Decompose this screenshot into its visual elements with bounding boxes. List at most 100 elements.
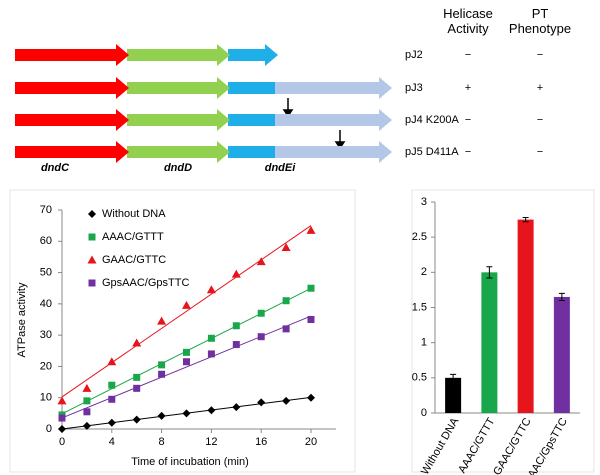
- gene-arrow: [127, 77, 230, 99]
- marker: [58, 425, 66, 433]
- panel-frame: [411, 189, 595, 473]
- x-tick-label: 20: [305, 436, 317, 448]
- marker: [157, 316, 167, 325]
- x-tick-label: 12: [205, 436, 217, 448]
- marker: [108, 395, 116, 403]
- marker: [281, 243, 291, 252]
- y-tick-label: 10: [40, 392, 52, 404]
- error-bar: [486, 266, 493, 279]
- y-tick-label: 0: [421, 407, 427, 419]
- construct-label: pJ5 D411A: [405, 146, 459, 158]
- marker: [133, 373, 141, 381]
- marker: [132, 415, 141, 424]
- marker: [107, 418, 116, 427]
- marker: [158, 361, 166, 369]
- y-tick-label: 50: [40, 266, 52, 278]
- marker: [158, 370, 166, 378]
- x-tick-label: Without DNA: [419, 415, 462, 475]
- marker: [232, 322, 240, 330]
- panel-frame: [9, 189, 356, 473]
- marker: [107, 357, 117, 366]
- marker: [108, 381, 116, 389]
- legend-marker: [87, 255, 97, 264]
- legend-marker: [88, 279, 96, 287]
- gene-arrow: [228, 44, 278, 66]
- marker: [307, 316, 315, 323]
- y-tick-label: 1: [421, 337, 427, 349]
- marker: [58, 414, 66, 422]
- bar: [445, 377, 462, 413]
- gene-arrow: [228, 146, 275, 158]
- gene-arrow: [127, 44, 230, 66]
- gene-arrow: [275, 77, 392, 99]
- marker: [256, 257, 266, 266]
- y-tick-label: 60: [40, 235, 52, 247]
- marker: [57, 396, 67, 405]
- x-tick-label: 8: [159, 436, 165, 448]
- y-tick-label: 2: [421, 266, 427, 278]
- gene-label: dndC: [41, 162, 70, 174]
- marker: [183, 348, 190, 356]
- construct-label: pJ3: [405, 82, 423, 94]
- marker: [132, 338, 142, 347]
- marker: [206, 285, 216, 294]
- gene-arrow: [228, 82, 275, 94]
- marker: [207, 406, 216, 415]
- pt-result: −: [537, 114, 543, 126]
- legend-marker: [88, 233, 96, 241]
- x-tick-label: GAAC/GTTC: [491, 416, 534, 475]
- marker: [307, 284, 315, 292]
- marker: [82, 383, 92, 392]
- column-header: PT Phenotype: [508, 6, 572, 36]
- gene-arrow: [127, 109, 230, 131]
- x-axis-label: Time of incubation (min): [131, 456, 249, 468]
- legend-marker: [88, 210, 96, 218]
- marker: [182, 300, 191, 309]
- y-tick-label: 20: [40, 360, 52, 372]
- y-axis-label: ATPase activity: [16, 282, 28, 357]
- legend-label: GpsAAC/GpsTTC: [102, 277, 189, 289]
- x-tick-label: 16: [255, 436, 267, 448]
- marker: [133, 384, 141, 392]
- trendline: [61, 315, 312, 419]
- error-bar: [522, 216, 529, 223]
- marker: [282, 325, 290, 333]
- mutation-arrow: [282, 98, 346, 150]
- legend-label: GAAC/GTTC: [102, 254, 166, 266]
- gene-arrow: [275, 109, 392, 131]
- marker: [207, 350, 215, 358]
- marker: [257, 398, 266, 407]
- gene-arrow: [15, 44, 129, 66]
- gene-arrow: [228, 114, 275, 126]
- pt-result: −: [537, 49, 543, 61]
- gene-arrow: [15, 77, 129, 99]
- helicase-result: +: [465, 82, 471, 94]
- bar: [517, 219, 534, 413]
- y-tick-label: 1.5: [412, 301, 427, 313]
- marker: [306, 225, 316, 234]
- gene-label: dndEi: [265, 162, 296, 174]
- helicase-result: −: [465, 146, 471, 158]
- marker: [307, 393, 315, 402]
- gene-label: dndD: [164, 162, 192, 174]
- y-tick-label: 70: [40, 204, 52, 216]
- pt-result: +: [537, 82, 543, 94]
- y-tick-label: 0.5: [412, 372, 427, 384]
- legend-label: AAAC/GTTT: [102, 231, 164, 243]
- bar: [553, 296, 570, 413]
- marker: [232, 403, 241, 412]
- construct-label: pJ2: [405, 49, 423, 61]
- construct-label: pJ4 K200A: [405, 114, 459, 126]
- marker: [257, 309, 265, 317]
- marker: [257, 333, 265, 341]
- error-bar: [558, 292, 565, 301]
- helicase-result: −: [465, 49, 471, 61]
- x-tick-label: 0: [59, 436, 65, 448]
- error-bar: [450, 373, 457, 382]
- y-tick-label: 2.5: [412, 231, 427, 243]
- y-tick-label: 3: [421, 196, 427, 208]
- marker: [83, 397, 91, 405]
- marker: [232, 341, 240, 349]
